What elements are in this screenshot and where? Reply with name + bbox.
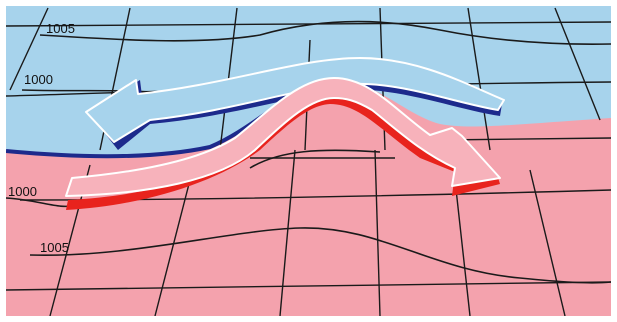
isobar-bottom-lower	[29, 227, 612, 284]
cold-arrow-body	[85, 57, 505, 143]
cold-air-arrow	[85, 57, 505, 150]
isobar-center	[249, 149, 381, 169]
isobar-label-bottom-upper: 1000	[8, 184, 37, 199]
isobar-top-upper	[39, 20, 612, 45]
isobar-label-top-upper: 1005	[46, 21, 75, 36]
warm-arrow-body	[65, 77, 501, 197]
isobar-label-bottom-lower: 1005	[40, 240, 69, 255]
warm-air-arrow	[65, 77, 501, 210]
isobar-label-top-lower: 1000	[24, 72, 53, 87]
